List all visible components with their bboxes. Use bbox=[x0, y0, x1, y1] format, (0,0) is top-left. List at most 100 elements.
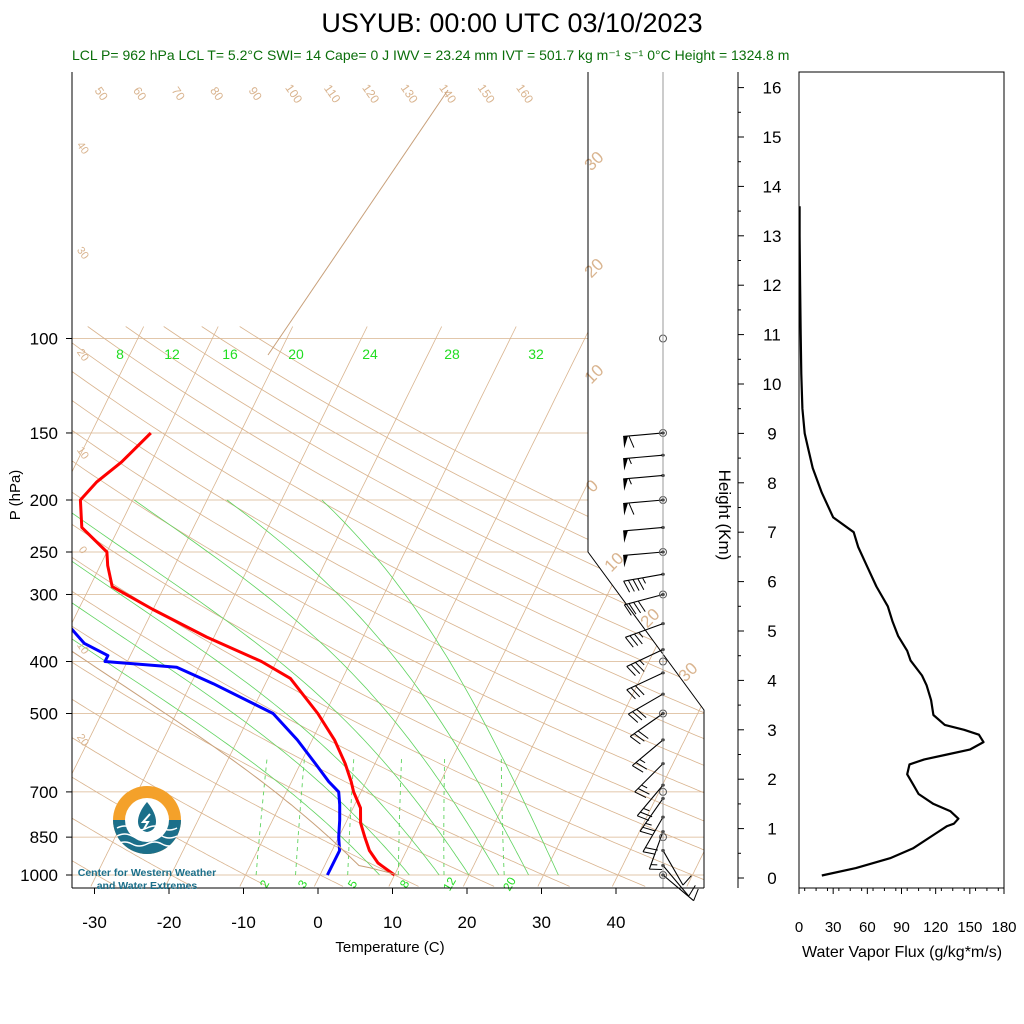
dry-adiabat-line bbox=[163, 326, 704, 616]
wind-barb-feather bbox=[628, 603, 637, 615]
temperature-axis-label: Temperature (C) bbox=[335, 939, 444, 956]
dry-adiabat-line bbox=[72, 590, 646, 887]
dry-adiabat-label: 80 bbox=[207, 84, 226, 103]
pressure-tick-label: 300 bbox=[30, 585, 58, 604]
wind-barb-feather bbox=[637, 600, 646, 612]
flux-tick-label: 60 bbox=[859, 919, 876, 936]
wind-barb bbox=[639, 796, 665, 836]
pressure-tick-label: 250 bbox=[30, 543, 58, 562]
pressure-axis-label: P (hPa) bbox=[7, 470, 24, 521]
temperature-tick-label: -30 bbox=[82, 913, 107, 932]
pressure-tick-label: 100 bbox=[30, 329, 58, 348]
wind-barb-staff bbox=[636, 784, 664, 817]
wind-barb-staff bbox=[624, 593, 664, 606]
flux-axis-label: Water Vapor Flux (g/kg*m/s) bbox=[802, 944, 1002, 961]
height-tick-label: 8 bbox=[767, 474, 776, 493]
moist-adiabat-line bbox=[133, 499, 500, 876]
wind-barb-half-feather bbox=[628, 478, 632, 485]
mixing-ratio-line bbox=[255, 755, 268, 876]
flux-tick-label: 180 bbox=[991, 919, 1016, 936]
isotherm-line bbox=[612, 699, 704, 887]
pressure-tick-label: 700 bbox=[30, 783, 58, 802]
height-tick-label: 1 bbox=[767, 820, 776, 839]
logo-wave bbox=[116, 833, 178, 839]
wind-barb-half-feather bbox=[638, 632, 644, 638]
wind-barb-feather bbox=[682, 875, 692, 886]
height-tick-label: 5 bbox=[767, 622, 776, 641]
moist-adiabat-label: 32 bbox=[528, 346, 544, 362]
height-tick-label: 4 bbox=[767, 671, 776, 690]
wind-barb-feather bbox=[632, 579, 640, 591]
height-tick-label: 14 bbox=[763, 177, 782, 196]
wind-barb-flag bbox=[623, 478, 628, 491]
isotherm-line bbox=[0, 327, 69, 887]
wind-barb-staff bbox=[623, 454, 664, 460]
dry-adiabat-label: 120 bbox=[359, 81, 382, 106]
isotherm-line bbox=[686, 850, 704, 887]
mixing-ratio-line bbox=[397, 755, 403, 875]
flux-tick-label: 0 bbox=[795, 919, 803, 936]
wind-barb-feather bbox=[693, 888, 699, 901]
dry-adiabat-label: 90 bbox=[246, 84, 265, 103]
pressure-tick-label: 200 bbox=[30, 491, 58, 510]
isotherm-label-left: 0 bbox=[76, 544, 89, 556]
moist-adiabat-label: 28 bbox=[444, 346, 460, 362]
moist-adiabat-line bbox=[321, 499, 559, 876]
wind-barb-feather bbox=[630, 687, 641, 698]
flux-tick-label: 150 bbox=[957, 919, 982, 936]
dry-adiabat-label: 110 bbox=[321, 82, 344, 106]
dry-adiabat-line bbox=[72, 342, 704, 688]
dry-adiabat-line bbox=[72, 661, 495, 887]
dry-adiabat-label: 160 bbox=[513, 81, 536, 106]
temperature-tick-label: 10 bbox=[383, 913, 402, 932]
wind-barb-feather bbox=[645, 847, 658, 851]
wind-barb-staff bbox=[623, 573, 664, 582]
moist-adiabat-line bbox=[72, 602, 410, 876]
height-tick-label: 9 bbox=[767, 424, 776, 443]
moist-adiabat-line bbox=[72, 638, 380, 876]
wind-barb bbox=[623, 592, 665, 616]
wind-barb-staff bbox=[662, 865, 690, 897]
logo-wave bbox=[116, 841, 178, 847]
wind-barb-flag bbox=[623, 530, 628, 543]
parcel-path bbox=[72, 650, 399, 876]
parcel-upper-path bbox=[267, 89, 449, 356]
wind-barb-feather bbox=[632, 711, 643, 721]
wind-barb-staff bbox=[623, 499, 664, 505]
wind-barb-feather bbox=[623, 580, 631, 593]
wind-barb-feather bbox=[623, 604, 632, 616]
wind-barb-staff bbox=[625, 623, 664, 638]
wind-barb-staff bbox=[623, 551, 664, 557]
wind-barb-flag bbox=[623, 458, 628, 471]
flux-tick-label: 120 bbox=[923, 919, 948, 936]
wind-barb-feather bbox=[626, 666, 636, 676]
mixing-ratio-label: 20 bbox=[500, 874, 519, 893]
wind-barb-staff bbox=[639, 798, 664, 832]
wind-barb-flag bbox=[623, 503, 628, 516]
dry-adiabat-label: 130 bbox=[398, 81, 421, 106]
dry-adiabat-line bbox=[72, 491, 704, 822]
moist-adiabat-line bbox=[72, 512, 470, 876]
wind-barb-half-feather bbox=[643, 807, 650, 812]
wind-barb-feather bbox=[635, 762, 648, 770]
flux-series-line bbox=[798, 206, 985, 877]
height-tick-label: 16 bbox=[763, 79, 782, 98]
temperature-tick-label: 20 bbox=[458, 913, 477, 932]
wind-barb bbox=[661, 848, 692, 886]
wind-barb-feather bbox=[642, 851, 656, 855]
logo-wave bbox=[116, 825, 178, 831]
temperature-tick-label: -20 bbox=[157, 913, 182, 932]
pressure-tick-label: 500 bbox=[30, 704, 58, 723]
wind-barb-feather bbox=[637, 815, 650, 821]
wind-barb-flag bbox=[623, 555, 628, 568]
wind-barb bbox=[629, 711, 665, 745]
wind-barb-feather bbox=[633, 602, 642, 614]
wind-barb-half-feather bbox=[645, 822, 652, 826]
mixing-ratio-line bbox=[347, 755, 355, 876]
moist-adiabat-label: 20 bbox=[288, 346, 304, 362]
isotherm-line bbox=[314, 326, 592, 887]
wind-barb-half-feather bbox=[639, 759, 646, 764]
